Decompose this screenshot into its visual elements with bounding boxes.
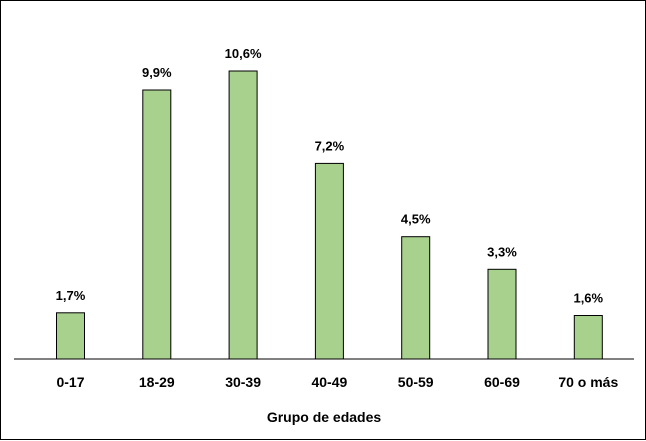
bar-30-39	[228, 70, 258, 360]
bars-group	[56, 70, 603, 360]
value-label: 10,6%	[225, 46, 262, 61]
bar-0-17	[56, 312, 85, 360]
x-tick-label: 18-29	[139, 374, 175, 390]
bar-70-o-más	[573, 315, 603, 360]
bar-18-29	[142, 89, 172, 360]
x-tick-label: 60-69	[484, 374, 520, 390]
x-tick-label: 50-59	[398, 374, 434, 390]
bar-40-49	[314, 162, 344, 360]
x-tick-label: 30-39	[225, 374, 261, 390]
value-label: 3,3%	[487, 244, 517, 259]
bar-60-69	[487, 268, 517, 360]
value-labels-group: 1,7% 9,9% 10,6% 7,2% 4,5% 3,3% 1,6%	[56, 46, 604, 306]
x-tick-labels-group: 0-17 18-29 30-39 40-49 50-59 60-69 70 o más	[56, 374, 618, 390]
value-label: 9,9%	[142, 65, 172, 80]
value-label: 1,7%	[56, 288, 86, 303]
value-label: 4,5%	[401, 212, 431, 227]
x-axis-title: Grupo de edades	[267, 409, 382, 425]
x-tick-label: 40-49	[311, 374, 347, 390]
bar-50-59	[401, 236, 431, 360]
value-label: 7,2%	[315, 138, 345, 153]
value-label: 1,6%	[573, 291, 603, 306]
x-tick-label: 70 o más	[558, 374, 618, 390]
x-tick-label: 0-17	[56, 374, 84, 390]
